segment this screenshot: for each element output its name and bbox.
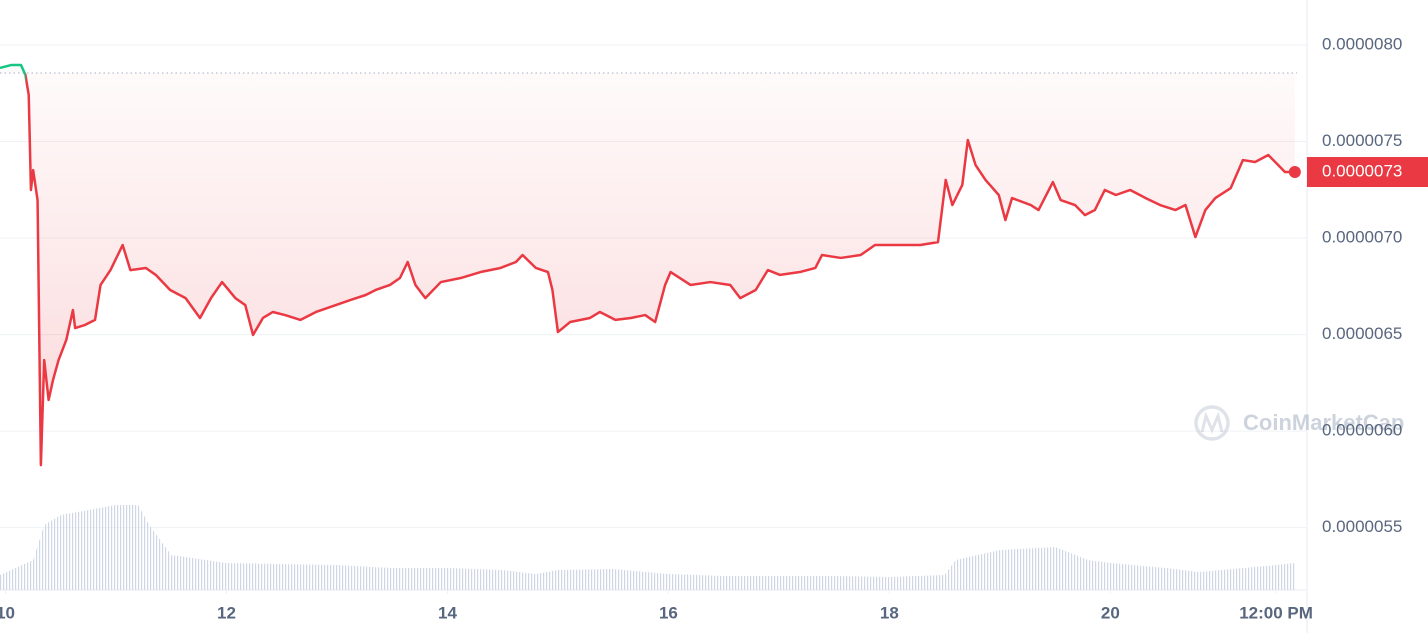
x-tick-label: 16 [659,603,678,622]
last-point [1288,166,1301,179]
x-tick-label: 12 [217,603,236,622]
price-area [0,65,1295,466]
y-tick-label: 0.0000070 [1322,228,1402,247]
y-tick-label: 0.0000075 [1322,131,1402,150]
x-tick-label: 20 [1101,603,1120,622]
x-tick-label: 18 [880,603,899,622]
price-line [0,63,1295,467]
x-tick-label: 14 [438,603,457,622]
y-tick-label: 0.0000080 [1322,34,1402,53]
x-tick-label: 10 [0,603,15,622]
x-tick-label: 12:00 PM [1239,603,1313,622]
y-tick-label: 0.0000060 [1322,421,1402,440]
y-tick-label: 0.0000055 [1322,517,1402,536]
price-tag [1307,157,1428,188]
watermark: CoinMarketCap [1243,410,1404,435]
price-tag-label: 0.0000073 [1322,162,1402,181]
y-tick-label: 0.0000065 [1322,324,1402,343]
volume-area [0,505,1295,590]
watermark-logo [1194,405,1230,441]
